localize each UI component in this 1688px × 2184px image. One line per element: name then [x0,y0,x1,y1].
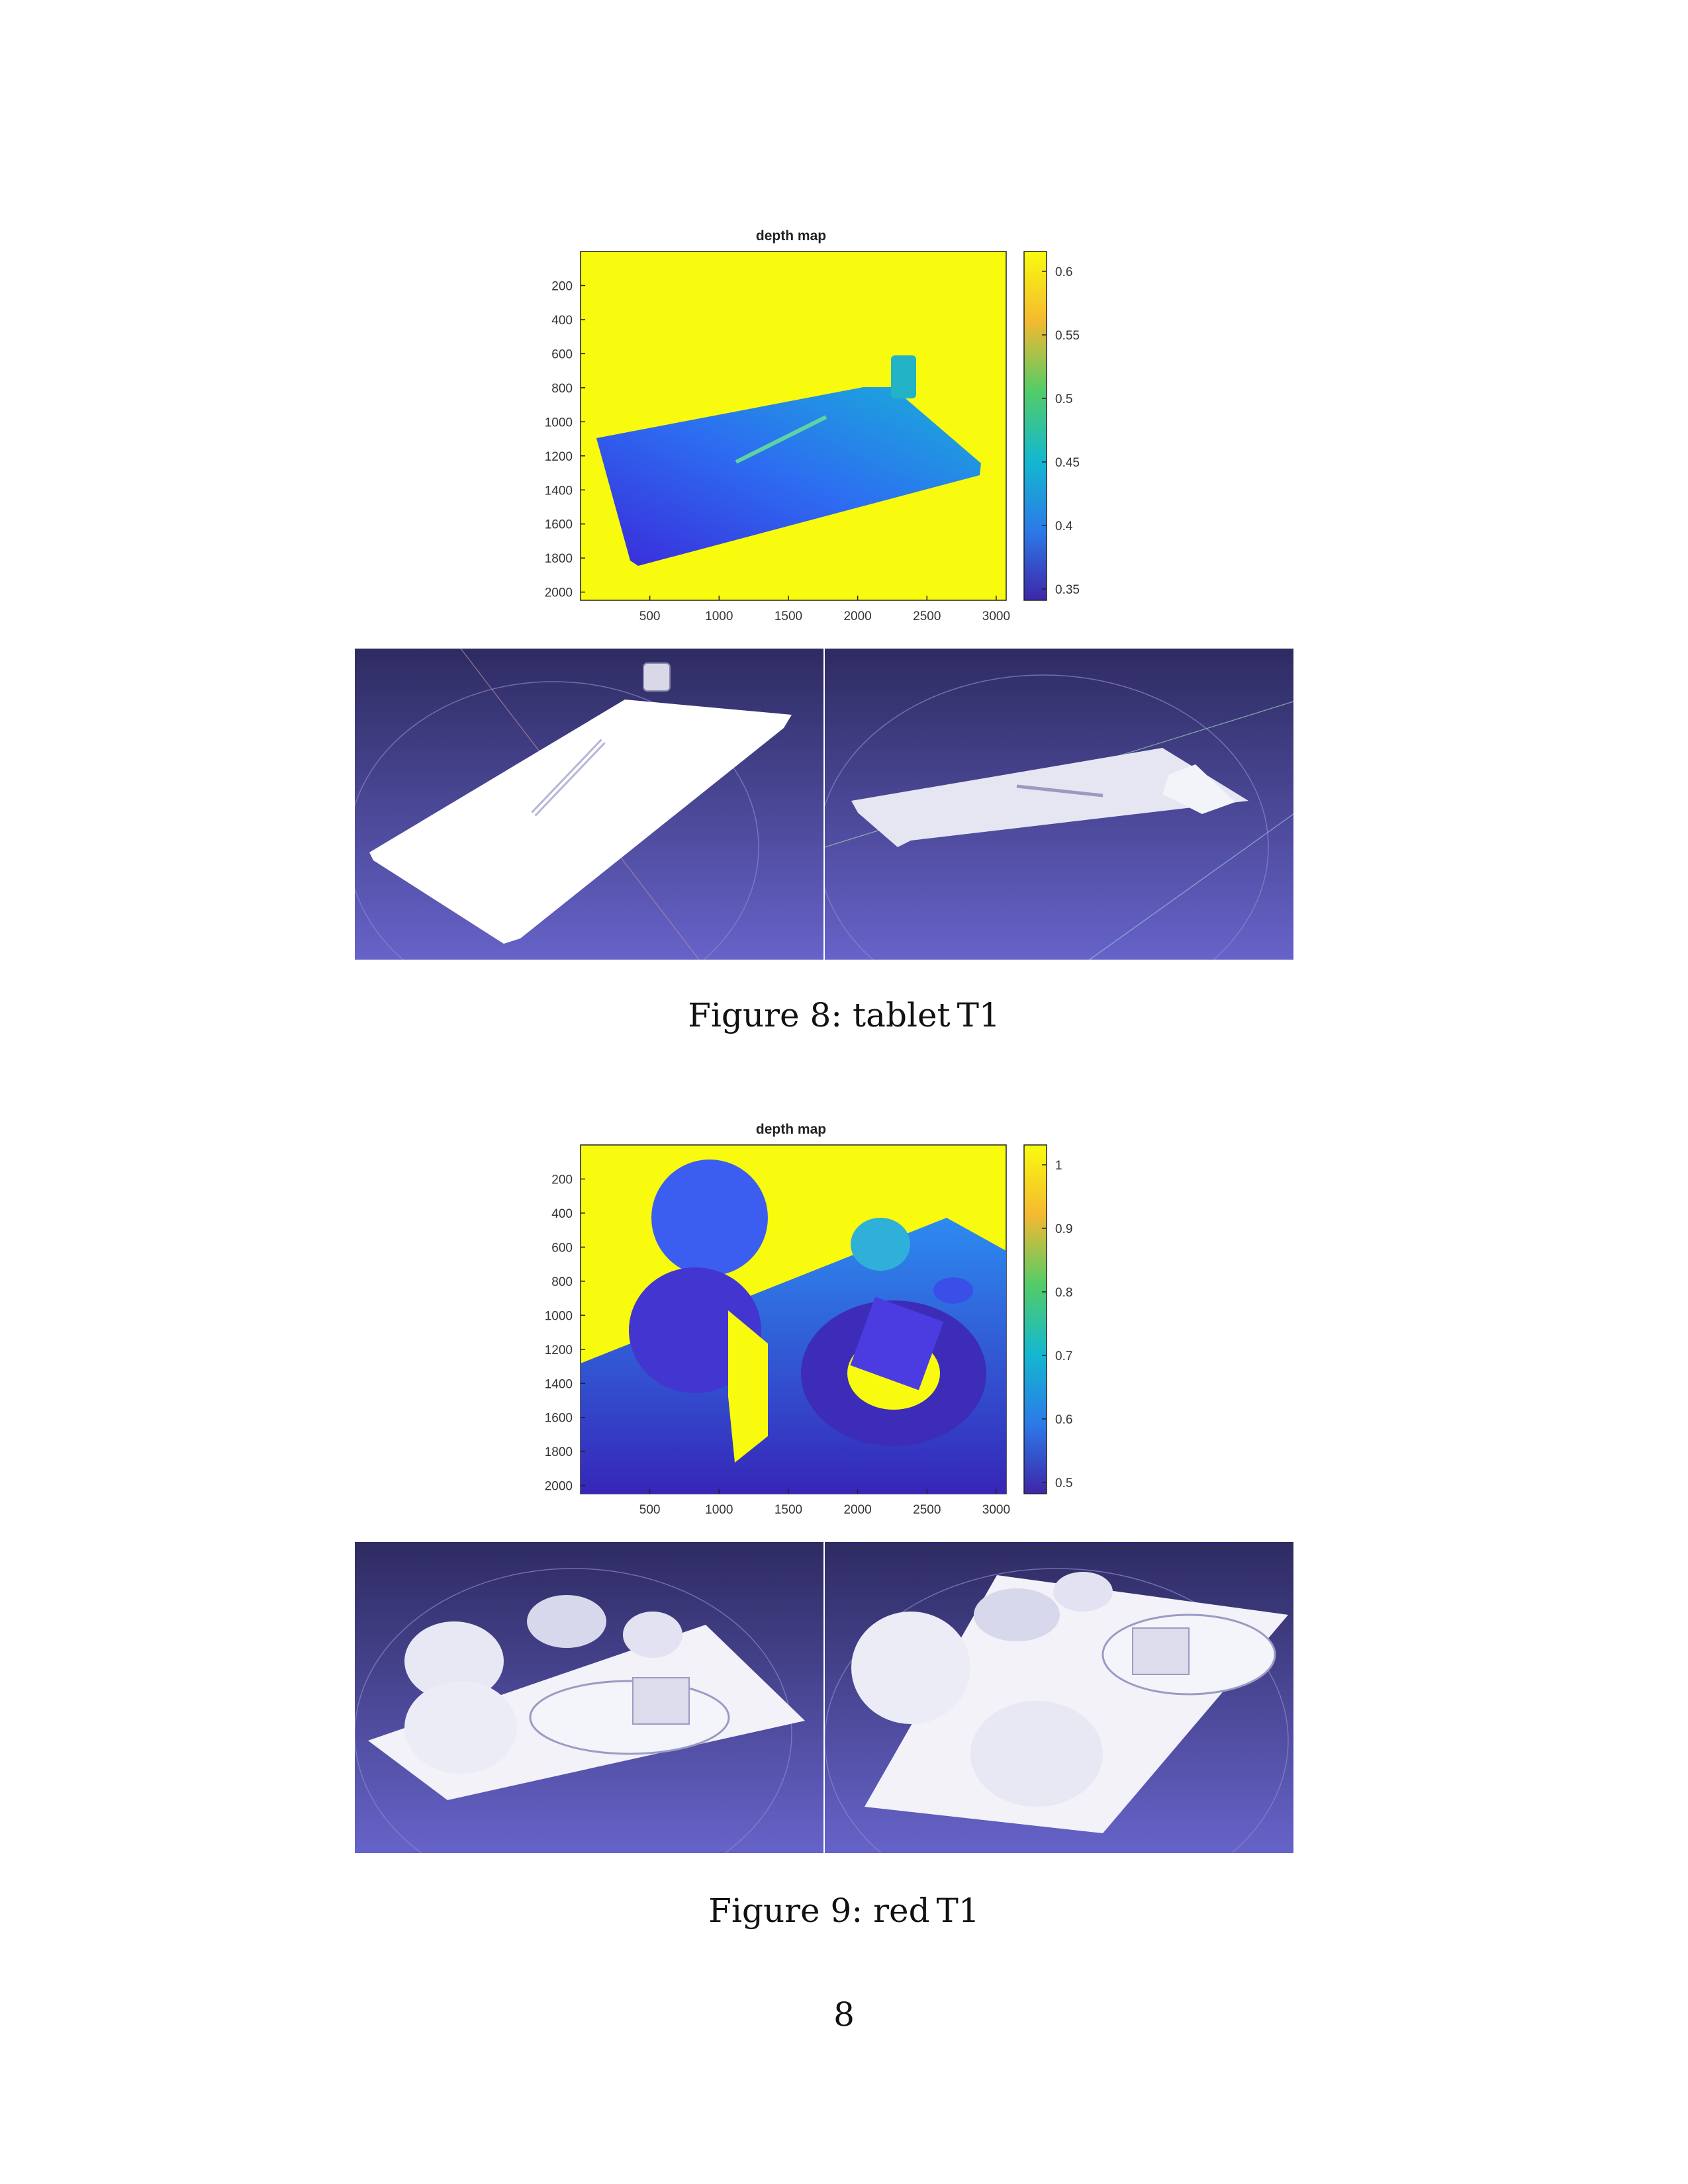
colorbar-tick-label: 0.4 [1055,520,1073,533]
x-tick-label: 3000 [982,1503,1010,1516]
object-cloud [404,1681,517,1774]
x-tick-label: 500 [639,1503,661,1516]
tablet-cloud [369,700,792,944]
colorbar-tick-label: 0.6 [1055,1413,1072,1427]
colorbar-tick-label: 0.45 [1055,456,1080,470]
object-cloud [404,1621,504,1701]
y-tick-label: 600 [551,347,573,361]
colorbar-tick-label: 1 [1055,1159,1062,1173]
object-cloud [974,1588,1060,1641]
y-tick-label: 200 [551,1173,573,1187]
x-tick-label: 2500 [913,610,941,622]
colorbar-tick-label: 0.7 [1055,1349,1072,1363]
cup-depth-region [891,355,916,398]
plot-title: depth map [756,1122,826,1137]
depth-map-plot: depth map 200 400 600 800 1000 1200 1400 1600 18… [0,225,1688,622]
tablet-cloud [851,748,1248,847]
colorbar [1023,251,1047,601]
y-tick-label: 400 [551,314,573,328]
x-tick-label: 1500 [774,610,802,622]
y-tick-label: 1800 [545,1445,573,1459]
object-depth-region [851,1218,910,1271]
point-cloud-renders [355,649,1293,960]
render-view-right [825,649,1293,960]
object-cloud [529,1680,730,1755]
colorbar-tick-label: 0.6 [1055,265,1072,279]
render-view-left [355,649,823,960]
object-cloud [623,1612,682,1658]
y-tick-label: 1200 [545,1343,573,1357]
figure-caption: Figure 9: red T1 [0,1891,1688,1930]
y-tick-label: 400 [551,1207,573,1221]
cup-cloud [643,662,671,692]
figure-caption: Figure 8: tablet T1 [0,996,1688,1034]
y-tick-label: 800 [551,382,573,396]
tablet-depth-region [596,387,981,566]
colorbar-tick-label: 0.55 [1055,329,1080,343]
y-tick-label: 1000 [545,416,573,430]
page-number: 8 [833,1995,855,2034]
y-tick-label: 800 [551,1275,573,1289]
y-tick-label: 200 [551,279,573,293]
y-tick-label: 1600 [545,518,573,532]
object-depth-region [933,1277,973,1304]
x-tick-label: 1000 [705,1503,733,1516]
plot-title: depth map [756,228,826,244]
y-tick-label: 1000 [545,1309,573,1323]
object-cloud [1053,1572,1113,1612]
object-cloud [632,1677,690,1725]
caption-text: Figure 8: tablet T1 [688,996,1000,1034]
point-cloud-renders [355,1542,1293,1853]
y-tick-label: 600 [551,1241,573,1255]
pen-depth-region [735,415,827,464]
x-tick-label: 2000 [843,610,871,622]
x-tick-label: 3000 [982,610,1010,622]
object-cloud [527,1595,606,1648]
x-tick-label: 2500 [913,1503,941,1516]
y-tick-label: 1800 [545,552,573,566]
point-cloud-view [355,1542,823,1853]
depth-map-figure: depth map 200 400 600 800 1000 1200 1400 1600 18… [545,1122,1073,1516]
colorbar [1023,1144,1047,1494]
x-tick-label: 2000 [843,1503,871,1516]
caption-text: Figure 9: red T1 [708,1891,980,1930]
colorbar-tick-label: 0.35 [1055,583,1080,597]
x-tick-label: 1000 [705,610,733,622]
y-tick-label: 1400 [545,484,573,498]
point-cloud-view [825,649,1293,960]
render-view-left [355,1542,823,1853]
y-tick-label: 1400 [545,1377,573,1391]
y-tick-label: 2000 [545,1480,573,1494]
x-tick-label: 1500 [774,1503,802,1516]
colorbar-tick-label: 0.9 [1055,1222,1072,1236]
render-view-right [825,1542,1293,1853]
point-cloud-view [825,1542,1293,1853]
point-cloud-view [355,649,823,960]
x-tick-label: 500 [639,610,661,622]
depth-map-plot: depth map 200 400 600 800 1000 1200 1400 1600 18… [0,1118,1688,1516]
object-depth-region [850,1297,944,1390]
object-cloud [1132,1627,1190,1675]
y-tick-label: 1600 [545,1412,573,1426]
object-depth-region [651,1160,768,1276]
y-tick-label: 2000 [545,586,573,600]
colorbar-tick-label: 0.5 [1055,1477,1072,1490]
colorbar-tick-label: 0.5 [1055,392,1072,406]
object-cloud [970,1701,1103,1807]
colorbar-tick-label: 0.8 [1055,1286,1072,1300]
depth-map-figure: depth map 200 400 600 800 1000 1200 1400 1600 18… [545,228,1080,622]
y-tick-label: 1200 [545,450,573,464]
object-cloud [851,1612,970,1724]
